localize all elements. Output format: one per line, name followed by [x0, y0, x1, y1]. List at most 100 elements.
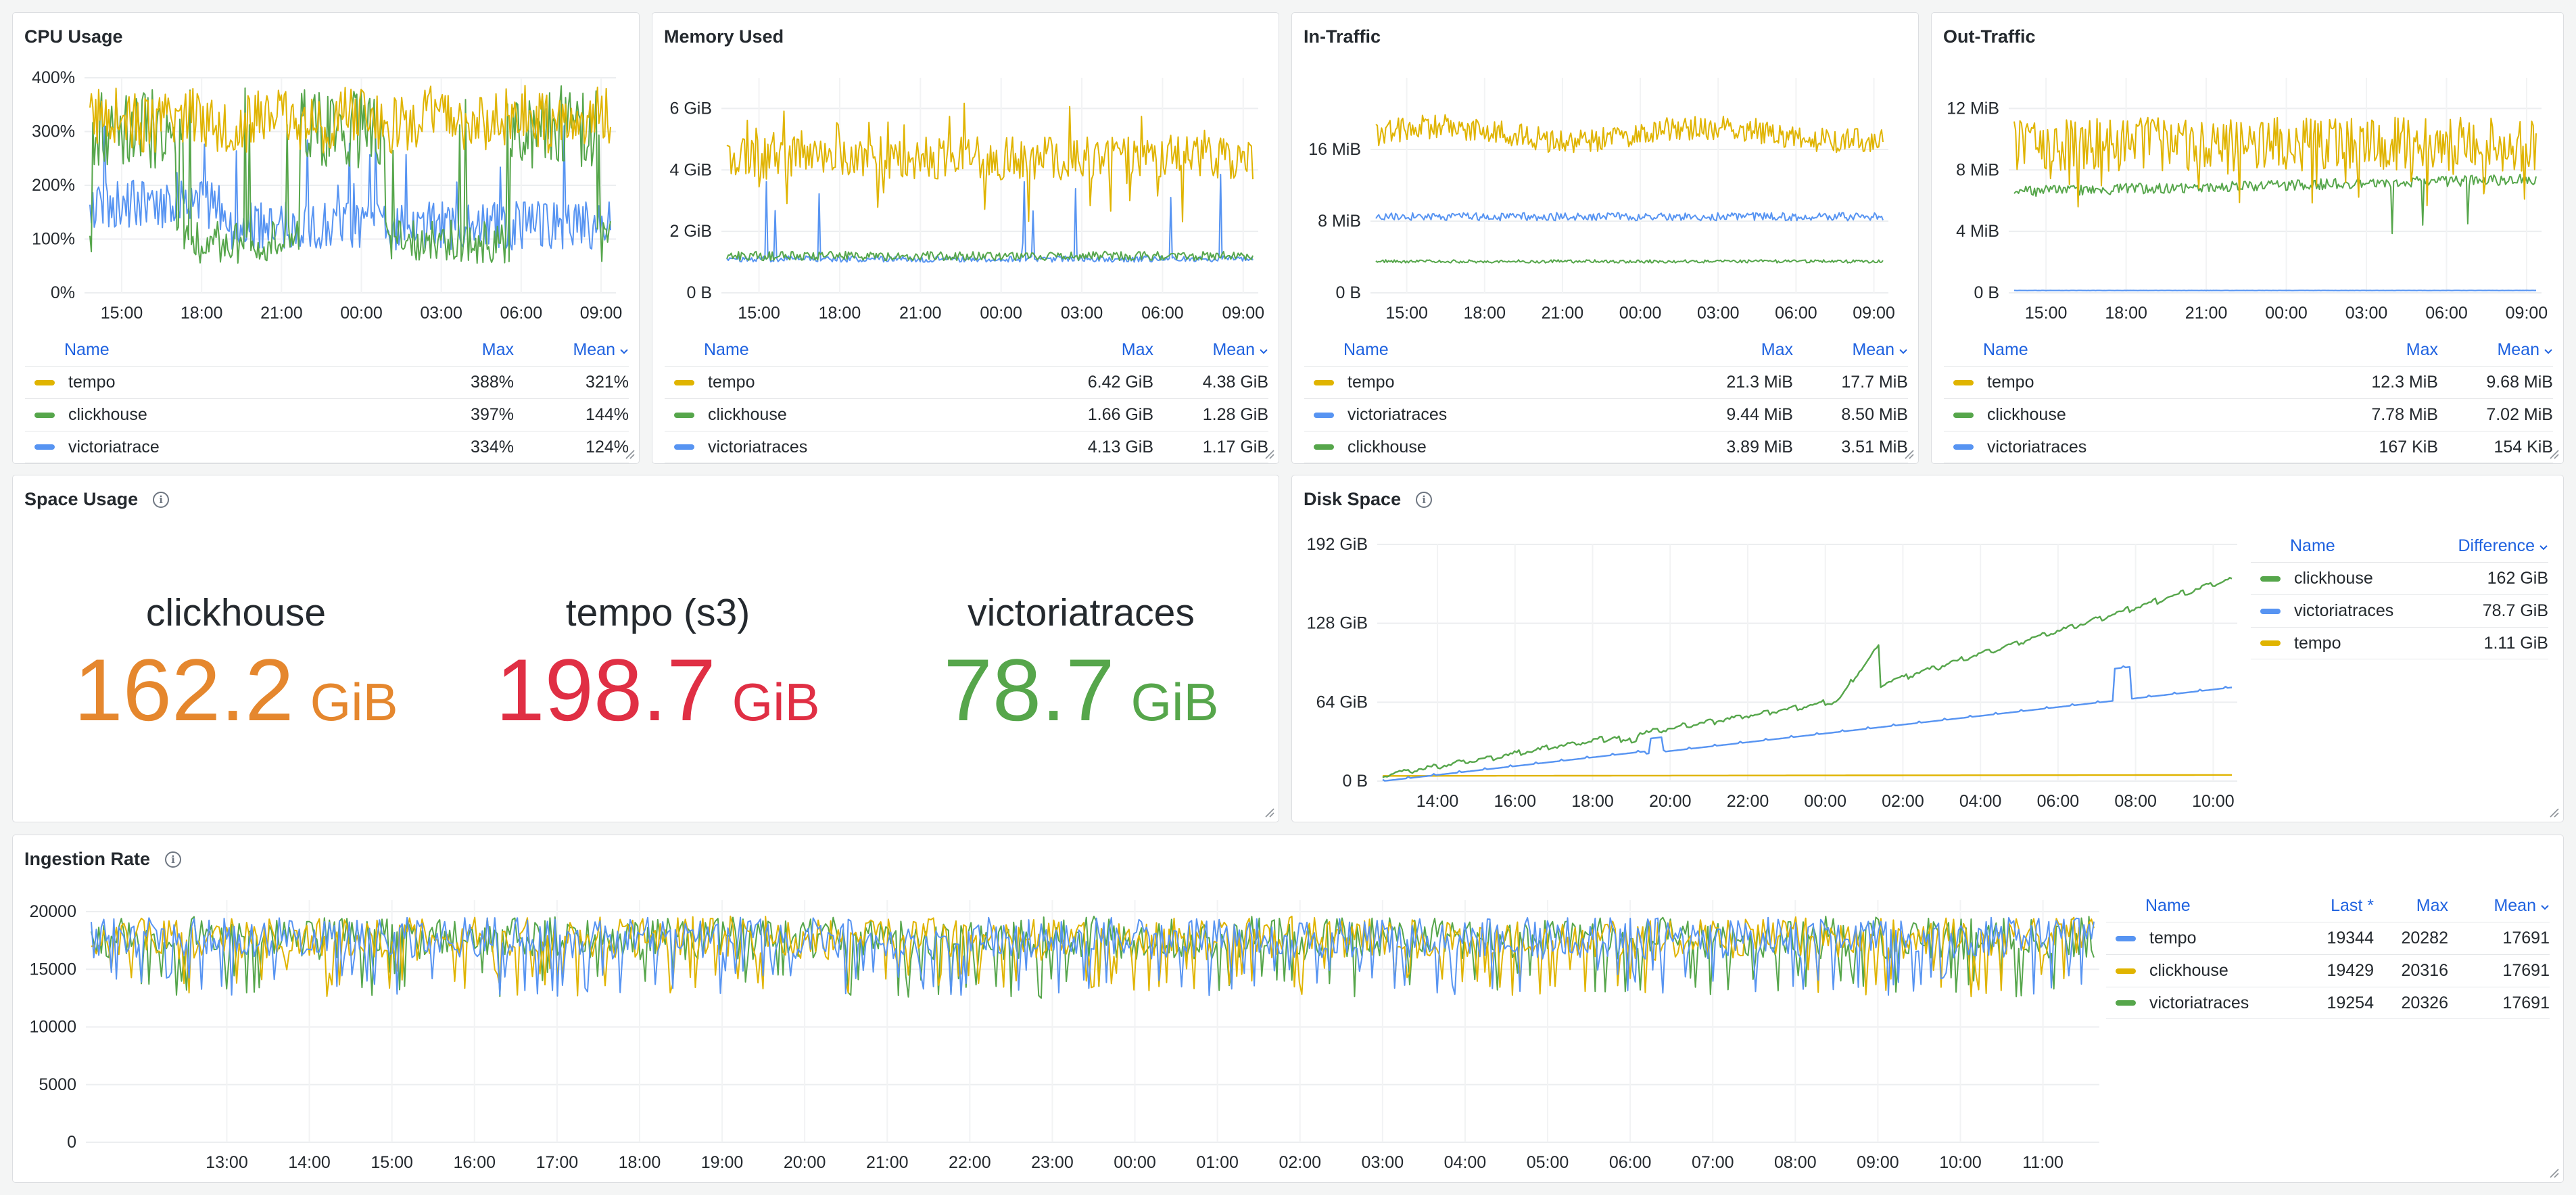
legend-series[interactable]: victoriatrace — [25, 438, 419, 457]
legend-row[interactable]: clickhouse 7.78 MiB 7.02 MiB — [1944, 398, 2553, 431]
legend-row[interactable]: clickhouse 162 GiB — [2251, 562, 2548, 594]
resize-handle-icon[interactable] — [2548, 1167, 2559, 1178]
legend-header-label: Max — [2416, 895, 2448, 915]
legend-row[interactable]: tempo 19344 20282 17691 — [2106, 922, 2550, 954]
legend-row[interactable]: clickhouse 3.89 MiB 3.51 MiB — [1304, 431, 1908, 463]
legend-series[interactable]: tempo — [2251, 634, 2413, 653]
legend-series[interactable]: clickhouse — [25, 405, 419, 425]
x-tick-label: 13:00 — [206, 1153, 248, 1172]
out-traffic-chart[interactable]: 0 B 4 MiB 8 MiB 12 MiB 15:00 18:00 21:00 00:00 0… — [1932, 13, 2563, 463]
legend-header-label: Mean — [2494, 895, 2536, 915]
resize-handle-icon[interactable] — [1264, 807, 1274, 818]
panel-in-traffic[interactable]: In-Traffic 0 B 8 MiB 16 MiB 15:00 18:00 21:00… — [1291, 12, 1919, 464]
legend-header-name[interactable]: Name — [64, 339, 110, 359]
x-tick-label: 00:00 — [1619, 304, 1662, 323]
legend-header-mean[interactable]: Mean — [514, 340, 629, 360]
legend-header-max[interactable]: Max — [2323, 340, 2438, 360]
panel-out-traffic[interactable]: Out-Traffic 0 B 4 MiB 8 MiB 12 MiB 15:00 18:0… — [1931, 12, 2564, 464]
memory-chart[interactable]: 0 B 2 GiB 4 GiB 6 GiB 15:00 18:00 21:00 00:00 03… — [652, 13, 1279, 463]
series-line-victoriatraces — [726, 173, 1254, 263]
legend-header-max[interactable]: Max — [1039, 340, 1153, 360]
legend-row[interactable]: tempo 388% 321% — [25, 366, 629, 398]
resize-handle-icon[interactable] — [2548, 448, 2559, 459]
panel-title[interactable]: Disk Space i — [1304, 489, 1433, 510]
legend-header-name[interactable]: Name — [1983, 339, 2028, 359]
legend-series[interactable]: victoriatraces — [1304, 405, 1678, 425]
legend-row[interactable]: clickhouse 397% 144% — [25, 398, 629, 431]
legend-header-name[interactable]: Name — [704, 339, 749, 359]
panel-title-text: CPU Usage — [24, 26, 123, 47]
panel-title[interactable]: Out-Traffic — [1943, 26, 2036, 47]
legend-series[interactable]: tempo — [2106, 929, 2286, 948]
disk-space-chart[interactable]: 0 B 64 GiB 128 GiB 192 GiB 14:00 16:00 18:00 20… — [1292, 475, 2563, 822]
legend-header-name[interactable]: Name — [1343, 339, 1389, 359]
legend-row[interactable]: victoriatraces 78.7 GiB — [2251, 594, 2548, 627]
legend-row[interactable]: tempo 6.42 GiB 4.38 GiB — [665, 366, 1268, 398]
legend-header-max[interactable]: Max — [2374, 896, 2448, 916]
chevron-down-icon — [2539, 544, 2548, 550]
legend-series[interactable]: clickhouse — [1944, 405, 2323, 425]
legend-header-max[interactable]: Max — [419, 340, 514, 360]
series-line-victoriatrace — [89, 125, 611, 251]
panel-title[interactable]: Ingestion Rate i — [24, 849, 182, 870]
panel-cpu-usage[interactable]: CPU Usage 0% 100% 200% 300% 400% 15:00 18:00 21… — [12, 12, 640, 464]
info-icon[interactable]: i — [165, 851, 182, 868]
legend-series[interactable]: clickhouse — [1304, 438, 1678, 457]
x-tick-label: 16:00 — [453, 1153, 496, 1172]
legend-header-mean[interactable]: Mean — [1153, 340, 1268, 360]
legend-series[interactable]: tempo — [25, 373, 419, 392]
panel-disk-space[interactable]: Disk Space i 0 B 64 GiB 128 GiB 192 GiB 14:0… — [1291, 475, 2564, 822]
panel-title[interactable]: In-Traffic — [1304, 26, 1381, 47]
legend-row[interactable]: victoriatrace 334% 124% — [25, 431, 629, 463]
x-tick-label: 04:00 — [1959, 792, 2002, 811]
legend-header-mean[interactable]: Mean — [2448, 896, 2550, 916]
info-icon[interactable]: i — [153, 491, 170, 508]
legend-header-last[interactable]: Last * — [2286, 896, 2374, 916]
panel-title[interactable]: CPU Usage — [24, 26, 123, 47]
panel-space-usage[interactable]: Space Usage i clickhouse 162.2 GiB tempo … — [12, 475, 1279, 822]
legend-row[interactable]: tempo 1.11 GiB — [2251, 627, 2548, 659]
legend-header-name[interactable]: Name — [2290, 536, 2335, 555]
legend-value-max: 334% — [471, 437, 514, 456]
legend-row[interactable]: clickhouse 1.66 GiB 1.28 GiB — [665, 398, 1268, 431]
legend-header-mean[interactable]: Mean — [1793, 340, 1908, 360]
legend-row[interactable]: victoriatraces 4.13 GiB 1.17 GiB — [665, 431, 1268, 463]
legend-header-max[interactable]: Max — [1678, 340, 1793, 360]
legend-series[interactable]: clickhouse — [2251, 569, 2413, 588]
legend-series[interactable]: victoriatraces — [665, 438, 1039, 457]
legend-series-name: tempo — [68, 373, 116, 392]
legend-series[interactable]: tempo — [665, 373, 1039, 392]
panel-title[interactable]: Memory Used — [664, 26, 784, 47]
resize-handle-icon[interactable] — [2548, 807, 2559, 818]
legend-row[interactable]: tempo 12.3 MiB 9.68 MiB — [1944, 366, 2553, 398]
resize-handle-icon[interactable] — [624, 448, 635, 459]
panel-memory-used[interactable]: Memory Used 0 B 2 GiB 4 GiB 6 GiB 15:00 18:00… — [652, 12, 1279, 464]
legend-header-mean[interactable]: Mean — [2438, 340, 2553, 360]
panel-title[interactable]: Space Usage i — [24, 489, 170, 510]
stat-number: 162.2 — [74, 640, 294, 739]
legend-row[interactable]: victoriatraces 19254 20326 17691 — [2106, 987, 2550, 1019]
x-tick-label: 10:00 — [1939, 1153, 1982, 1172]
legend-series[interactable]: tempo — [1944, 373, 2323, 392]
legend-row[interactable]: victoriatraces 9.44 MiB 8.50 MiB — [1304, 398, 1908, 431]
legend-row[interactable]: tempo 21.3 MiB 17.7 MiB — [1304, 366, 1908, 398]
legend-value-mean: 7.02 MiB — [2486, 405, 2553, 424]
legend-series[interactable]: clickhouse — [2106, 961, 2286, 981]
legend-header-name[interactable]: Name — [2145, 895, 2191, 915]
legend-header-difference[interactable]: Difference — [2413, 536, 2548, 556]
panel-ingestion-rate[interactable]: Ingestion Rate i 0 5000 10000 15000 20000 13:… — [12, 835, 2564, 1183]
legend-row[interactable]: victoriatraces 167 KiB 154 KiB — [1944, 431, 2553, 463]
legend-series[interactable]: victoriatraces — [1944, 438, 2323, 457]
legend-series[interactable]: clickhouse — [665, 405, 1039, 425]
resize-handle-icon[interactable] — [1903, 448, 1914, 459]
legend-series[interactable]: victoriatraces — [2106, 993, 2286, 1013]
ingestion-rate-chart[interactable]: 0 5000 10000 15000 20000 13:00 14:00 15:00 16:00… — [13, 835, 2563, 1182]
legend-row[interactable]: clickhouse 19429 20316 17691 — [2106, 954, 2550, 987]
x-tick-label: 17:00 — [536, 1153, 579, 1172]
cpu-chart[interactable]: 0% 100% 200% 300% 400% 15:00 18:00 21:00 00:00 03… — [13, 13, 639, 463]
in-traffic-chart[interactable]: 0 B 8 MiB 16 MiB 15:00 18:00 21:00 00:00 03:00 0… — [1292, 13, 1918, 463]
legend-series[interactable]: tempo — [1304, 373, 1678, 392]
info-icon[interactable]: i — [1416, 491, 1433, 508]
resize-handle-icon[interactable] — [1264, 448, 1274, 459]
legend-series[interactable]: victoriatraces — [2251, 601, 2413, 621]
